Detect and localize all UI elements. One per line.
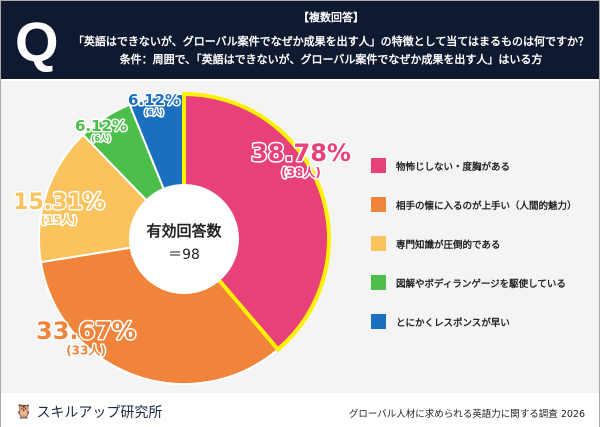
brand-name: スキルアップ研究所 [36, 405, 163, 421]
legend-label: 専門知識が圧倒的である [396, 239, 501, 251]
legend-item: 相手の懐に入るのが上手い（人間的魅力） [371, 197, 577, 212]
legend-item: 専門知識が圧倒的である [371, 236, 500, 251]
slice-percent-label: 6.12% [75, 117, 127, 135]
donut-hole [129, 184, 239, 294]
center-label: 有効回答数 [146, 222, 222, 240]
legend-swatch [371, 197, 386, 212]
legend-label: とにかくレスポンスが早い [396, 317, 510, 329]
slice-percent-label: 15.31% [13, 190, 105, 215]
question-header: Q 【複数回答】 「英語はできないが、グローバル案件でなぜか成果を出す人」の特徴… [1, 1, 599, 79]
q-mark: Q [15, 10, 59, 73]
legend-swatch [371, 275, 386, 290]
legend-swatch [371, 158, 386, 173]
chart-area: 有効回答数 ＝98 38.78% (38人) 33.67% (33人) 15.31% (1… [1, 81, 599, 393]
slice-count-label: (33人) [66, 343, 106, 358]
tag: 【複数回答】 [298, 11, 364, 24]
slice-count-label: (15人) [41, 212, 77, 226]
question: 「英語はできないが、グローバル案件でなぜか成果を出す人」の特徴として当てはまるも… [72, 35, 590, 48]
pie-slice [182, 91, 331, 353]
source: グローバル人材に求められる英語力に関する調査 2026 [348, 409, 585, 420]
legend-label: 図解やボディランゲージを駆使している [396, 278, 566, 290]
legend-item: 物怖じしない・度胸がある [371, 158, 510, 173]
legend-swatch [371, 236, 386, 251]
footer: 🦉 スキルアップ研究所 グローバル人材に求められる英語力に関する調査 2026 [1, 399, 599, 427]
legend-label: 相手の懐に入るのが上手い（人間的魅力） [396, 200, 577, 212]
legend-label: 物怖じしない・度胸がある [396, 161, 511, 173]
slice-count-label: (6人) [91, 134, 111, 143]
pie-slice [39, 237, 280, 385]
slice-percent-label: 38.78% [251, 139, 351, 167]
legend-item: 図解やボディランゲージを駆使している [371, 275, 566, 290]
brand-logo: 🦉 スキルアップ研究所 [15, 402, 162, 422]
center-value: ＝98 [168, 247, 200, 263]
slice-percent-label: 33.67% [36, 317, 136, 345]
slice-count-label: (38人) [281, 165, 321, 180]
owl-icon: 🦉 [15, 404, 33, 420]
condition: 条件：周囲で、「英語はできないが、グローバル案件でなぜか成果を出す人」はいる方 [119, 53, 543, 66]
pie-chart: 有効回答数 ＝98 38.78%(38人) 33.67%(33人) 15.31%(1… [12, 90, 352, 385]
slice-percent-label: 6.12% [128, 91, 180, 109]
legend-item: とにかくレスポンスが早い [371, 314, 510, 329]
legend-swatch [371, 314, 386, 329]
slice-count-label: (6人) [144, 108, 164, 117]
